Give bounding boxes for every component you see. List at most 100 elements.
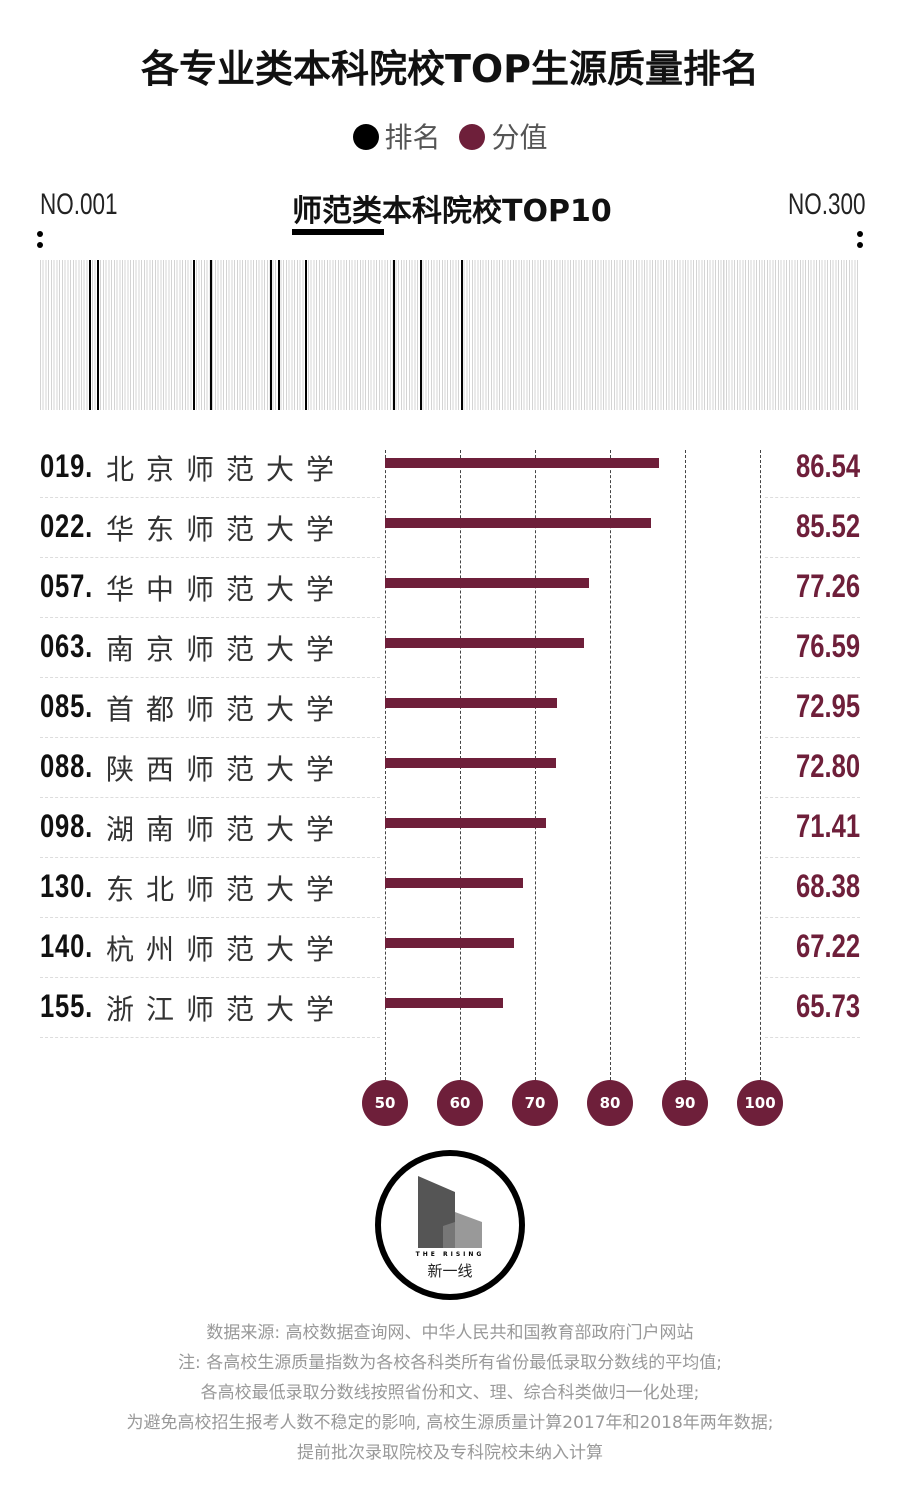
- score-bar: [385, 518, 652, 528]
- rank-marker-line: [97, 260, 100, 410]
- rank-marker-line: [269, 260, 272, 410]
- gridline: [610, 450, 611, 1080]
- page-title: 各专业类本科院校TOP生源质量排名: [140, 47, 760, 91]
- score-value: 77.26: [795, 568, 860, 604]
- row-separator: [765, 857, 860, 858]
- rank-marker-line: [420, 260, 423, 410]
- row-separator: [765, 617, 860, 618]
- row-separator: [40, 497, 380, 498]
- score-bar: [385, 938, 515, 948]
- rank-label: 155.: [40, 988, 94, 1024]
- row-separator: [765, 1037, 860, 1038]
- score-bar: [385, 698, 558, 708]
- legend-rank: 排名: [384, 121, 441, 154]
- row-separator: [765, 797, 860, 798]
- x-tick-label: 100: [737, 1080, 783, 1126]
- chart-row: 022. 华东师范大学 85.52: [40, 498, 860, 558]
- footer-line: 提前批次录取院校及专科院校未纳入计算: [297, 1443, 603, 1463]
- rank-label: 130.: [40, 868, 94, 904]
- row-separator: [40, 557, 380, 558]
- rank-label: 088.: [40, 748, 94, 784]
- school-name: 湖南师范大学: [106, 813, 347, 846]
- marker-dot-icon: [37, 242, 43, 248]
- score-legend-dot-icon: [459, 124, 486, 150]
- rank-marker-line: [392, 260, 395, 410]
- school-name: 东北师范大学: [106, 873, 347, 906]
- score-value: 72.95: [795, 688, 860, 724]
- score-value: 72.80: [795, 748, 860, 784]
- row-separator: [40, 677, 380, 678]
- row-separator: [40, 1037, 380, 1038]
- rank-marker-line: [305, 260, 308, 410]
- row-separator: [765, 977, 860, 978]
- rank-label: 063.: [40, 628, 94, 664]
- score-bar: [385, 758, 556, 768]
- score-value: 85.52: [795, 508, 860, 544]
- row-separator: [40, 917, 380, 918]
- gridline: [685, 450, 686, 1080]
- logo: THE RISING 新一线: [375, 1150, 525, 1300]
- chart-row: 155. 浙江师范大学 65.73: [40, 978, 860, 1038]
- footer-notes: 数据来源: 高校数据查询网、中华人民共和国教育部政府门户网站 注: 各高校生源质…: [0, 1318, 900, 1468]
- school-name: 杭州师范大学: [106, 933, 347, 966]
- score-bar: [385, 818, 546, 828]
- chart-row: 085. 首都师范大学 72.95: [40, 678, 860, 738]
- chart-row: 088. 陕西师范大学 72.80: [40, 738, 860, 798]
- row-separator: [40, 857, 380, 858]
- row-separator: [40, 797, 380, 798]
- footer-line: 注: 各高校生源质量指数为各校各科类所有省份最低录取分数线的平均值;: [178, 1353, 722, 1373]
- row-separator: [765, 497, 860, 498]
- chart-row: 130. 东北师范大学 68.38: [40, 858, 860, 918]
- logo-text-en: THE RISING: [415, 1251, 485, 1258]
- range-start-label: NO.001: [40, 188, 118, 221]
- chart-row: 140. 杭州师范大学 67.22: [40, 918, 860, 978]
- school-name: 华中师范大学: [106, 573, 347, 606]
- score-bar: [385, 878, 523, 888]
- footer-line: 各高校最低录取分数线按照省份和文、理、综合科类做归一化处理;: [200, 1383, 700, 1403]
- rank-label: 085.: [40, 688, 94, 724]
- row-separator: [765, 917, 860, 918]
- score-bar: [385, 998, 503, 1008]
- x-tick-label: 70: [512, 1080, 558, 1126]
- logo-mark-icon: [418, 1176, 482, 1248]
- legend-score: 分值: [491, 121, 548, 154]
- logo-text-cn: 新一线: [427, 1262, 473, 1280]
- rank-label: 022.: [40, 508, 94, 544]
- score-bar: [385, 638, 585, 648]
- school-name: 南京师范大学: [106, 633, 347, 666]
- row-separator: [765, 677, 860, 678]
- rank-marker-line: [193, 260, 196, 410]
- row-separator: [40, 977, 380, 978]
- rank-marker-line: [278, 260, 280, 410]
- rank-label: 057.: [40, 568, 94, 604]
- score-value: 86.54: [795, 448, 860, 484]
- rank-legend-dot-icon: [352, 124, 379, 150]
- subtitle-underline: [292, 229, 384, 235]
- score-value: 65.73: [795, 988, 860, 1024]
- score-value: 76.59: [795, 628, 860, 664]
- rank-marker-line: [89, 260, 92, 410]
- school-name: 陕西师范大学: [106, 753, 347, 786]
- chart-row: 098. 湖南师范大学 71.41: [40, 798, 860, 858]
- score-value: 71.41: [795, 808, 860, 844]
- x-tick-label: 60: [437, 1080, 483, 1126]
- score-bar: [385, 578, 590, 588]
- chart-row: 057. 华中师范大学 77.26: [40, 558, 860, 618]
- chart-row: 019. 北京师范大学 86.54: [40, 438, 860, 498]
- marker-dot-icon: [857, 231, 863, 237]
- rank-label: 098.: [40, 808, 94, 844]
- school-name: 浙江师范大学: [106, 993, 347, 1026]
- rank-label: 140.: [40, 928, 94, 964]
- range-end-label: NO.300: [788, 188, 866, 221]
- x-tick-label: 90: [662, 1080, 708, 1126]
- row-separator: [40, 737, 380, 738]
- school-name: 首都师范大学: [106, 693, 347, 726]
- rank-marker-line: [209, 260, 212, 410]
- rank-label: 019.: [40, 448, 94, 484]
- legend: 排名 分值: [0, 116, 900, 156]
- marker-dot-icon: [857, 242, 863, 248]
- rank-barcode: [40, 260, 860, 410]
- row-separator: [40, 617, 380, 618]
- rank-marker-line: [461, 260, 464, 410]
- footer-line: 为避免高校招生报考人数不稳定的影响, 高校生源质量计算2017年和2018年两年…: [126, 1413, 774, 1433]
